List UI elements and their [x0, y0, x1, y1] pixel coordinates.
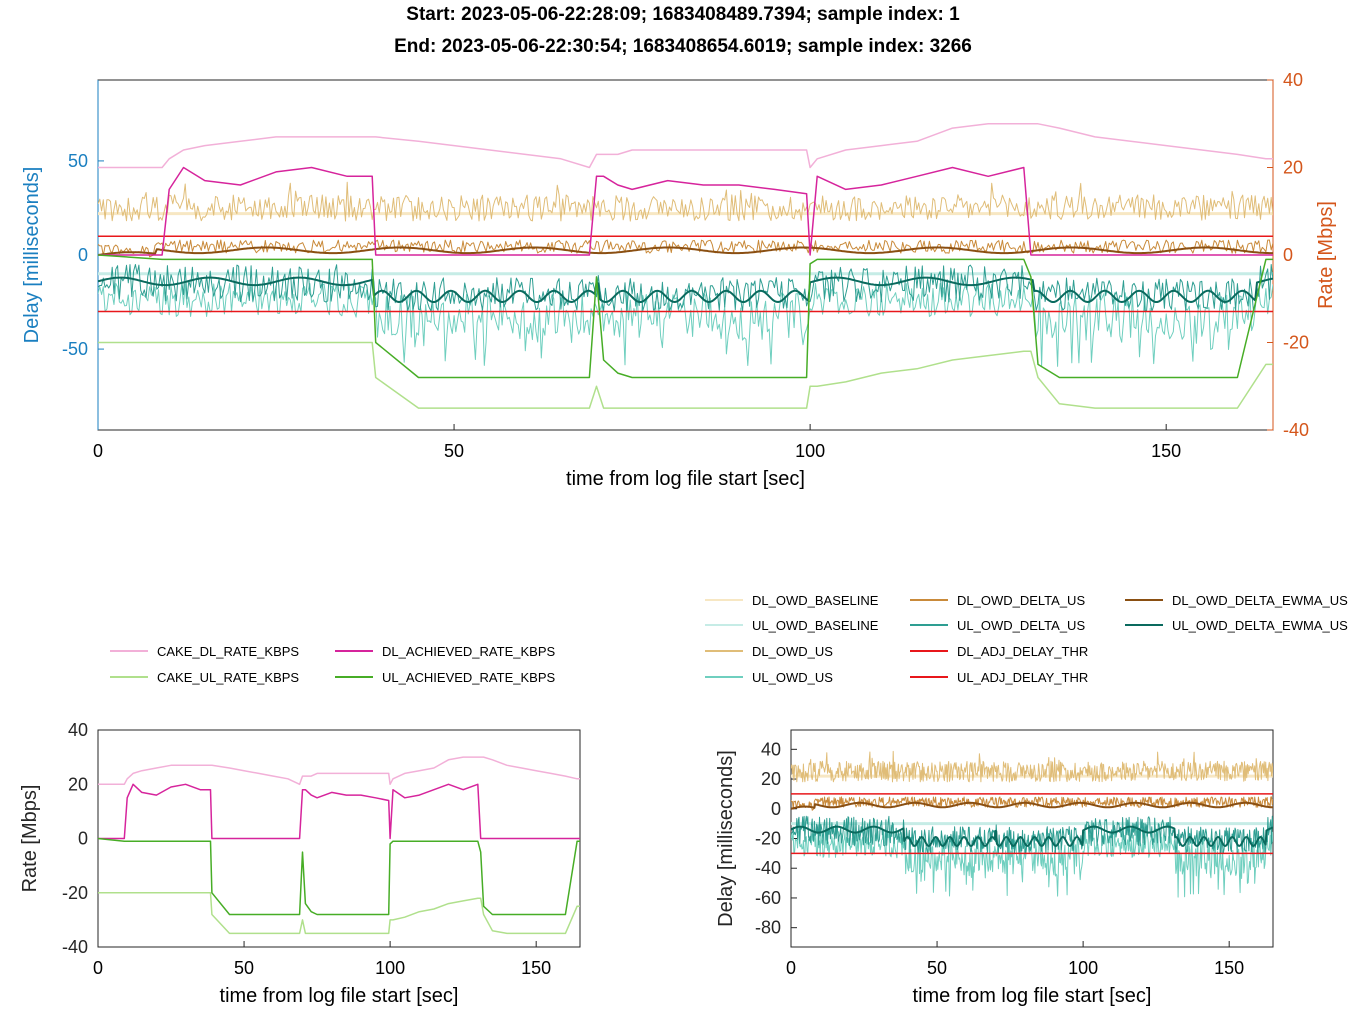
x-tick-label: 50	[444, 441, 464, 461]
ul-owd-us-line	[791, 830, 1273, 898]
x-tick-label: 100	[795, 441, 825, 461]
rate-chart: 0 50 100 150 time from log file start [sec] -…	[19, 720, 581, 1007]
x-tick-label: 100	[375, 958, 405, 978]
legend-label: UL_OWD_DELTA_US	[957, 618, 1085, 633]
y-tick-label: 20	[68, 774, 88, 794]
chart-title-start: Start: 2023-05-06-22:28:09; 1683408489.7…	[406, 4, 960, 25]
legend-label: UL_OWD_BASELINE	[752, 618, 879, 633]
y-tick-label: -40	[755, 858, 781, 878]
legend-label: DL_OWD_US	[752, 644, 833, 659]
x-tick-label: 0	[93, 441, 103, 461]
x-axis-label: time from log file start [sec]	[913, 985, 1152, 1007]
y-tick-label: 0	[78, 245, 88, 265]
legend-label: UL_OWD_US	[752, 670, 833, 685]
y-tick-label: 40	[1283, 70, 1303, 90]
y-tick-label: -20	[1283, 333, 1309, 353]
y-tick-label: 50	[68, 151, 88, 171]
left-y-axis-label: Delay [milliseconds]	[715, 750, 737, 927]
left-y-axis-label: Delay [milliseconds]	[21, 167, 43, 344]
delay-chart: 0 50 100 150 time from log file start [sec] -…	[715, 729, 1274, 1007]
legend-label: UL_ACHIEVED_RATE_KBPS	[382, 670, 555, 685]
ul-achieved-rate-line	[97, 254, 1273, 379]
cake-ul-rate-line	[98, 892, 580, 935]
ul-owd-us-line	[98, 282, 1273, 368]
x-axis-label: time from log file start [sec]	[566, 468, 805, 490]
y-tick-label: -40	[62, 937, 88, 957]
delay-plot-area	[791, 750, 1273, 898]
delay-plot-area	[98, 181, 1273, 368]
y-tick-label: -20	[62, 883, 88, 903]
dl-owd-delta-ewma-line	[791, 801, 1273, 810]
legend-label: DL_ADJ_DELAY_THR	[957, 644, 1088, 659]
y-tick-label: 0	[771, 799, 781, 819]
dl-owd-delta-us-line	[98, 239, 1273, 258]
top-chart: 0 50 100 150 time from log file start [sec] -…	[21, 70, 1337, 490]
y-tick-label: -80	[755, 918, 781, 938]
x-tick-label: 100	[1068, 958, 1098, 978]
y-tick-label: 20	[761, 769, 781, 789]
dl-owd-delta-ewma-line	[98, 246, 1273, 256]
y-tick-label: 0	[78, 829, 88, 849]
x-tick-label: 150	[1214, 958, 1244, 978]
chart-title-end: End: 2023-05-06-22:30:54; 1683408654.601…	[394, 36, 972, 57]
y-tick-label: -20	[755, 829, 781, 849]
legend-label: CAKE_UL_RATE_KBPS	[157, 670, 299, 685]
x-tick-label: 0	[93, 958, 103, 978]
x-tick-label: 150	[1151, 441, 1181, 461]
x-tick-label: 0	[786, 958, 796, 978]
x-tick-label: 50	[927, 958, 947, 978]
right-y-axis-label: Rate [Mbps]	[1315, 201, 1337, 309]
legend-label: UL_ADJ_DELAY_THR	[957, 670, 1088, 685]
y-tick-label: 20	[1283, 158, 1303, 178]
y-tick-label: 40	[68, 720, 88, 740]
cake-ul-rate-line	[98, 341, 1273, 409]
dl-achieved-rate-line	[98, 166, 1273, 256]
legend-label: DL_OWD_BASELINE	[752, 593, 879, 608]
y-tick-label: 0	[1283, 245, 1293, 265]
legend-label: DL_OWD_DELTA_EWMA_US	[1172, 593, 1348, 608]
dl-owd-us-line	[98, 181, 1273, 222]
cake-dl-rate-line	[98, 123, 1273, 169]
y-tick-label: -40	[1283, 420, 1309, 440]
cake-dl-rate-line	[98, 756, 580, 786]
x-axis-label: time from log file start [sec]	[220, 985, 459, 1007]
left-y-axis-label: Rate [Mbps]	[19, 785, 41, 893]
y-tick-label: 40	[761, 739, 781, 759]
x-tick-label: 50	[234, 958, 254, 978]
ul-achieved-rate-line	[97, 837, 580, 916]
y-tick-label: -60	[755, 888, 781, 908]
dl-owd-us-line	[791, 750, 1273, 783]
ul-owd-delta-ewma-line	[98, 276, 1273, 303]
legend-label: UL_OWD_DELTA_EWMA_US	[1172, 618, 1348, 633]
ul-owd-delta-ewma-line	[791, 825, 1273, 847]
delay-legend: DL_OWD_BASELINE DL_OWD_DELTA_US DL_OWD_DEL…	[705, 593, 1348, 685]
y-tick-label: -50	[62, 339, 88, 359]
rate-legend: CAKE_DL_RATE_KBPS DL_ACHIEVED_RATE_KBPS CA…	[110, 644, 555, 685]
legend-label: DL_ACHIEVED_RATE_KBPS	[382, 644, 555, 659]
dl-achieved-rate-line	[98, 783, 580, 840]
legend-label: DL_OWD_DELTA_US	[957, 593, 1085, 608]
legend-label: CAKE_DL_RATE_KBPS	[157, 644, 299, 659]
x-tick-label: 150	[521, 958, 551, 978]
